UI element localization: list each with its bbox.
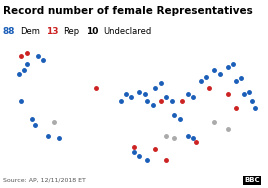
Text: 88: 88 [3,27,15,36]
Text: 10: 10 [86,27,98,36]
Text: BBC: BBC [244,177,260,183]
Text: Dem: Dem [20,27,40,36]
Text: Undeclared: Undeclared [103,27,151,36]
Text: 13: 13 [46,27,58,36]
Text: Rep: Rep [63,27,79,36]
Text: Source: AP, 12/11/2018 ET: Source: AP, 12/11/2018 ET [3,178,85,183]
Text: Record number of female Representatives: Record number of female Representatives [3,6,252,16]
